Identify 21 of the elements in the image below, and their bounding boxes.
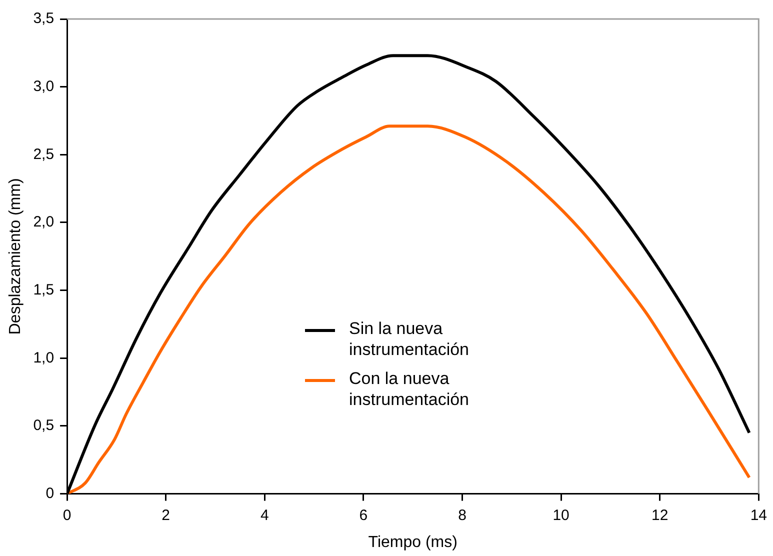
- y-tick-label: 1,0: [33, 349, 54, 366]
- x-axis-title: Tiempo (ms): [368, 534, 458, 551]
- y-tick-label: 0,5: [33, 417, 54, 434]
- x-tick-label: 6: [359, 506, 368, 524]
- x-tick-label: 8: [458, 506, 466, 524]
- x-tick-label: 14: [750, 506, 767, 524]
- y-axis-title: Desplazamiento (mm): [7, 178, 24, 335]
- y-tick-label: 2,5: [33, 146, 54, 163]
- legend-label: Sin la nueva instrumentación: [349, 318, 470, 360]
- x-tick-label: 10: [552, 506, 570, 524]
- y-tick-label: 0: [46, 484, 54, 502]
- x-tick-label: 12: [652, 506, 668, 524]
- legend-label: Con la nueva instrumentación: [349, 368, 470, 410]
- x-tick-label: 0: [62, 506, 72, 524]
- line-series: [67, 124, 751, 494]
- x-tick-label: 2: [162, 506, 170, 524]
- y-tick-label: 3,0: [33, 78, 54, 95]
- x-tick-label: 4: [260, 506, 269, 524]
- y-tick-label: 2,0: [33, 214, 54, 231]
- y-tick-label: 3,5: [33, 10, 54, 28]
- y-tick-label: 1,5: [33, 281, 54, 298]
